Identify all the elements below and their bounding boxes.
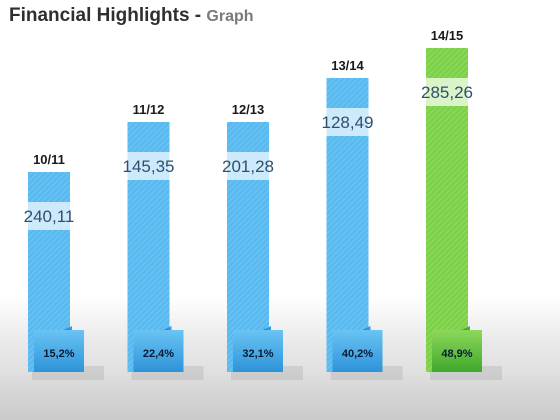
value-band bbox=[28, 202, 70, 230]
percent-box bbox=[432, 330, 482, 372]
bar-group: 285,26 14/15 48,9% bbox=[421, 28, 502, 380]
category-label: 12/13 bbox=[232, 102, 265, 117]
value-band bbox=[127, 152, 170, 180]
bar-group: 128,49 13/14 40,2% bbox=[322, 58, 403, 380]
bar-group: 201,28 12/13 32,1% bbox=[222, 102, 303, 380]
percent-box bbox=[233, 330, 283, 372]
percent-label: 32,1% bbox=[242, 348, 273, 360]
percent-label: 22,4% bbox=[143, 348, 174, 360]
bars-layer: 240,11 10/11 15,2% 145,35 11/12 22,4% 201,28 12… bbox=[24, 28, 502, 380]
percent-box bbox=[332, 330, 383, 372]
title-subtitle: Graph bbox=[206, 8, 254, 25]
page-title: Financial Highlights - Graph bbox=[9, 5, 254, 27]
value-label: 201,28 bbox=[222, 157, 274, 176]
title-separator: - bbox=[194, 5, 202, 26]
value-label: 285,26 bbox=[421, 83, 473, 102]
category-label: 10/11 bbox=[33, 152, 65, 167]
value-label: 145,35 bbox=[123, 157, 175, 176]
value-label: 128,49 bbox=[322, 113, 374, 132]
floor-shadow bbox=[0, 370, 560, 420]
category-label: 11/12 bbox=[133, 102, 165, 117]
category-label: 14/15 bbox=[431, 28, 464, 43]
percent-box bbox=[34, 330, 84, 372]
percent-label: 15,2% bbox=[43, 348, 74, 360]
percent-label: 48,9% bbox=[441, 348, 472, 360]
value-band bbox=[426, 78, 468, 106]
percent-box bbox=[133, 330, 184, 372]
value-label: 240,11 bbox=[24, 207, 75, 226]
bar-group: 240,11 10/11 15,2% bbox=[24, 152, 104, 380]
percent-label: 40,2% bbox=[342, 348, 373, 360]
bar-group: 145,35 11/12 22,4% bbox=[123, 102, 204, 380]
value-band bbox=[326, 108, 369, 136]
value-band bbox=[227, 152, 269, 180]
category-label: 13/14 bbox=[331, 58, 364, 73]
title-main: Financial Highlights bbox=[9, 5, 190, 26]
